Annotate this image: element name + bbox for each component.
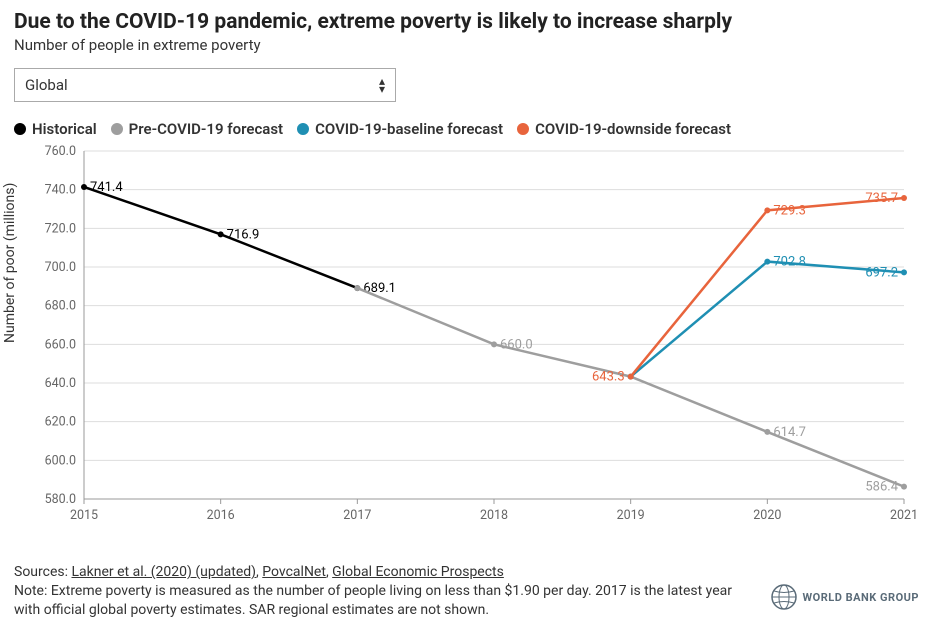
data-label: 735.7 (865, 191, 898, 206)
chart-legend: Historical Pre-COVID-19 forecast COVID-19-… (14, 120, 919, 139)
data-point (764, 207, 770, 213)
series-line (357, 288, 904, 487)
legend-item[interactable]: COVID-19-baseline forecast (297, 120, 503, 138)
chart-note: Note: Extreme poverty is measured as the… (14, 582, 734, 620)
data-point (354, 285, 360, 291)
chart-subtitle: Number of people in extreme poverty (14, 36, 919, 54)
legend-label: COVID-19-baseline forecast (315, 120, 503, 138)
legend-dot-icon (517, 123, 529, 135)
source-link[interactable]: Global Economic Prospects (332, 564, 504, 580)
data-point (81, 184, 87, 190)
source-link[interactable]: PovcalNet (262, 564, 326, 580)
legend-label: Pre-COVID-19 forecast (129, 120, 283, 138)
data-label: 614.7 (773, 425, 806, 440)
chart-area: Number of poor (millions) 580.0600.0620.… (14, 143, 919, 543)
legend-label: COVID-19-downside forecast (535, 120, 731, 138)
data-label: 697.2 (865, 265, 898, 280)
svg-text:740.0: 740.0 (45, 183, 76, 198)
data-point (628, 374, 634, 380)
data-point (764, 259, 770, 265)
svg-text:580.0: 580.0 (45, 492, 76, 507)
svg-text:2020: 2020 (753, 508, 781, 523)
sources-line: Sources: Lakner et al. (2020) (updated),… (14, 563, 734, 582)
data-point (901, 269, 907, 275)
chart-title: Due to the COVID-19 pandemic, extreme po… (14, 10, 919, 34)
data-point (901, 195, 907, 201)
svg-text:2018: 2018 (480, 508, 508, 523)
globe-icon (771, 584, 797, 610)
data-label: 716.9 (227, 227, 260, 242)
svg-text:620.0: 620.0 (45, 415, 76, 430)
data-label: 729.3 (773, 203, 806, 218)
data-label: 643.3 (592, 370, 625, 385)
chart-footer: Sources: Lakner et al. (2020) (updated),… (14, 563, 734, 620)
data-label: 702.8 (773, 255, 806, 270)
series-line (84, 187, 357, 288)
svg-text:2016: 2016 (207, 508, 235, 523)
region-selector[interactable]: Global ▴▾ (14, 68, 396, 102)
svg-text:2021: 2021 (890, 508, 918, 523)
data-point (901, 484, 907, 490)
legend-dot-icon (14, 123, 26, 135)
series-line (631, 262, 904, 377)
series-line (631, 198, 904, 377)
data-label: 660.0 (500, 337, 533, 352)
logo-text: WORLD BANK GROUP (803, 591, 919, 604)
svg-text:600.0: 600.0 (45, 453, 76, 468)
legend-dot-icon (297, 123, 309, 135)
legend-dot-icon (111, 123, 123, 135)
line-chart-svg: 580.0 600.0 620.0 640.0 660.0 680.0 700.0 720.0… (14, 143, 919, 543)
source-link[interactable]: Lakner et al. (2020) (updated) (71, 564, 256, 580)
svg-text:700.0: 700.0 (45, 260, 76, 275)
svg-text:2017: 2017 (343, 508, 371, 523)
world-bank-logo: WORLD BANK GROUP (771, 584, 919, 610)
svg-text:760.0: 760.0 (45, 144, 76, 159)
svg-text:2015: 2015 (70, 508, 98, 523)
svg-text:720.0: 720.0 (45, 221, 76, 236)
region-selector-value: Global (25, 76, 68, 94)
legend-item[interactable]: Pre-COVID-19 forecast (111, 120, 283, 138)
legend-item[interactable]: COVID-19-downside forecast (517, 120, 731, 138)
data-point (491, 341, 497, 347)
svg-text:680.0: 680.0 (45, 299, 76, 314)
data-point (218, 231, 224, 237)
legend-label: Historical (32, 120, 97, 138)
svg-text:640.0: 640.0 (45, 376, 76, 391)
svg-text:660.0: 660.0 (45, 337, 76, 352)
legend-item[interactable]: Historical (14, 120, 97, 138)
svg-text:2019: 2019 (617, 508, 645, 523)
data-label: 586.4 (865, 480, 898, 495)
chevron-updown-icon: ▴▾ (379, 77, 385, 93)
data-label: 741.4 (90, 180, 123, 195)
data-point (764, 429, 770, 435)
